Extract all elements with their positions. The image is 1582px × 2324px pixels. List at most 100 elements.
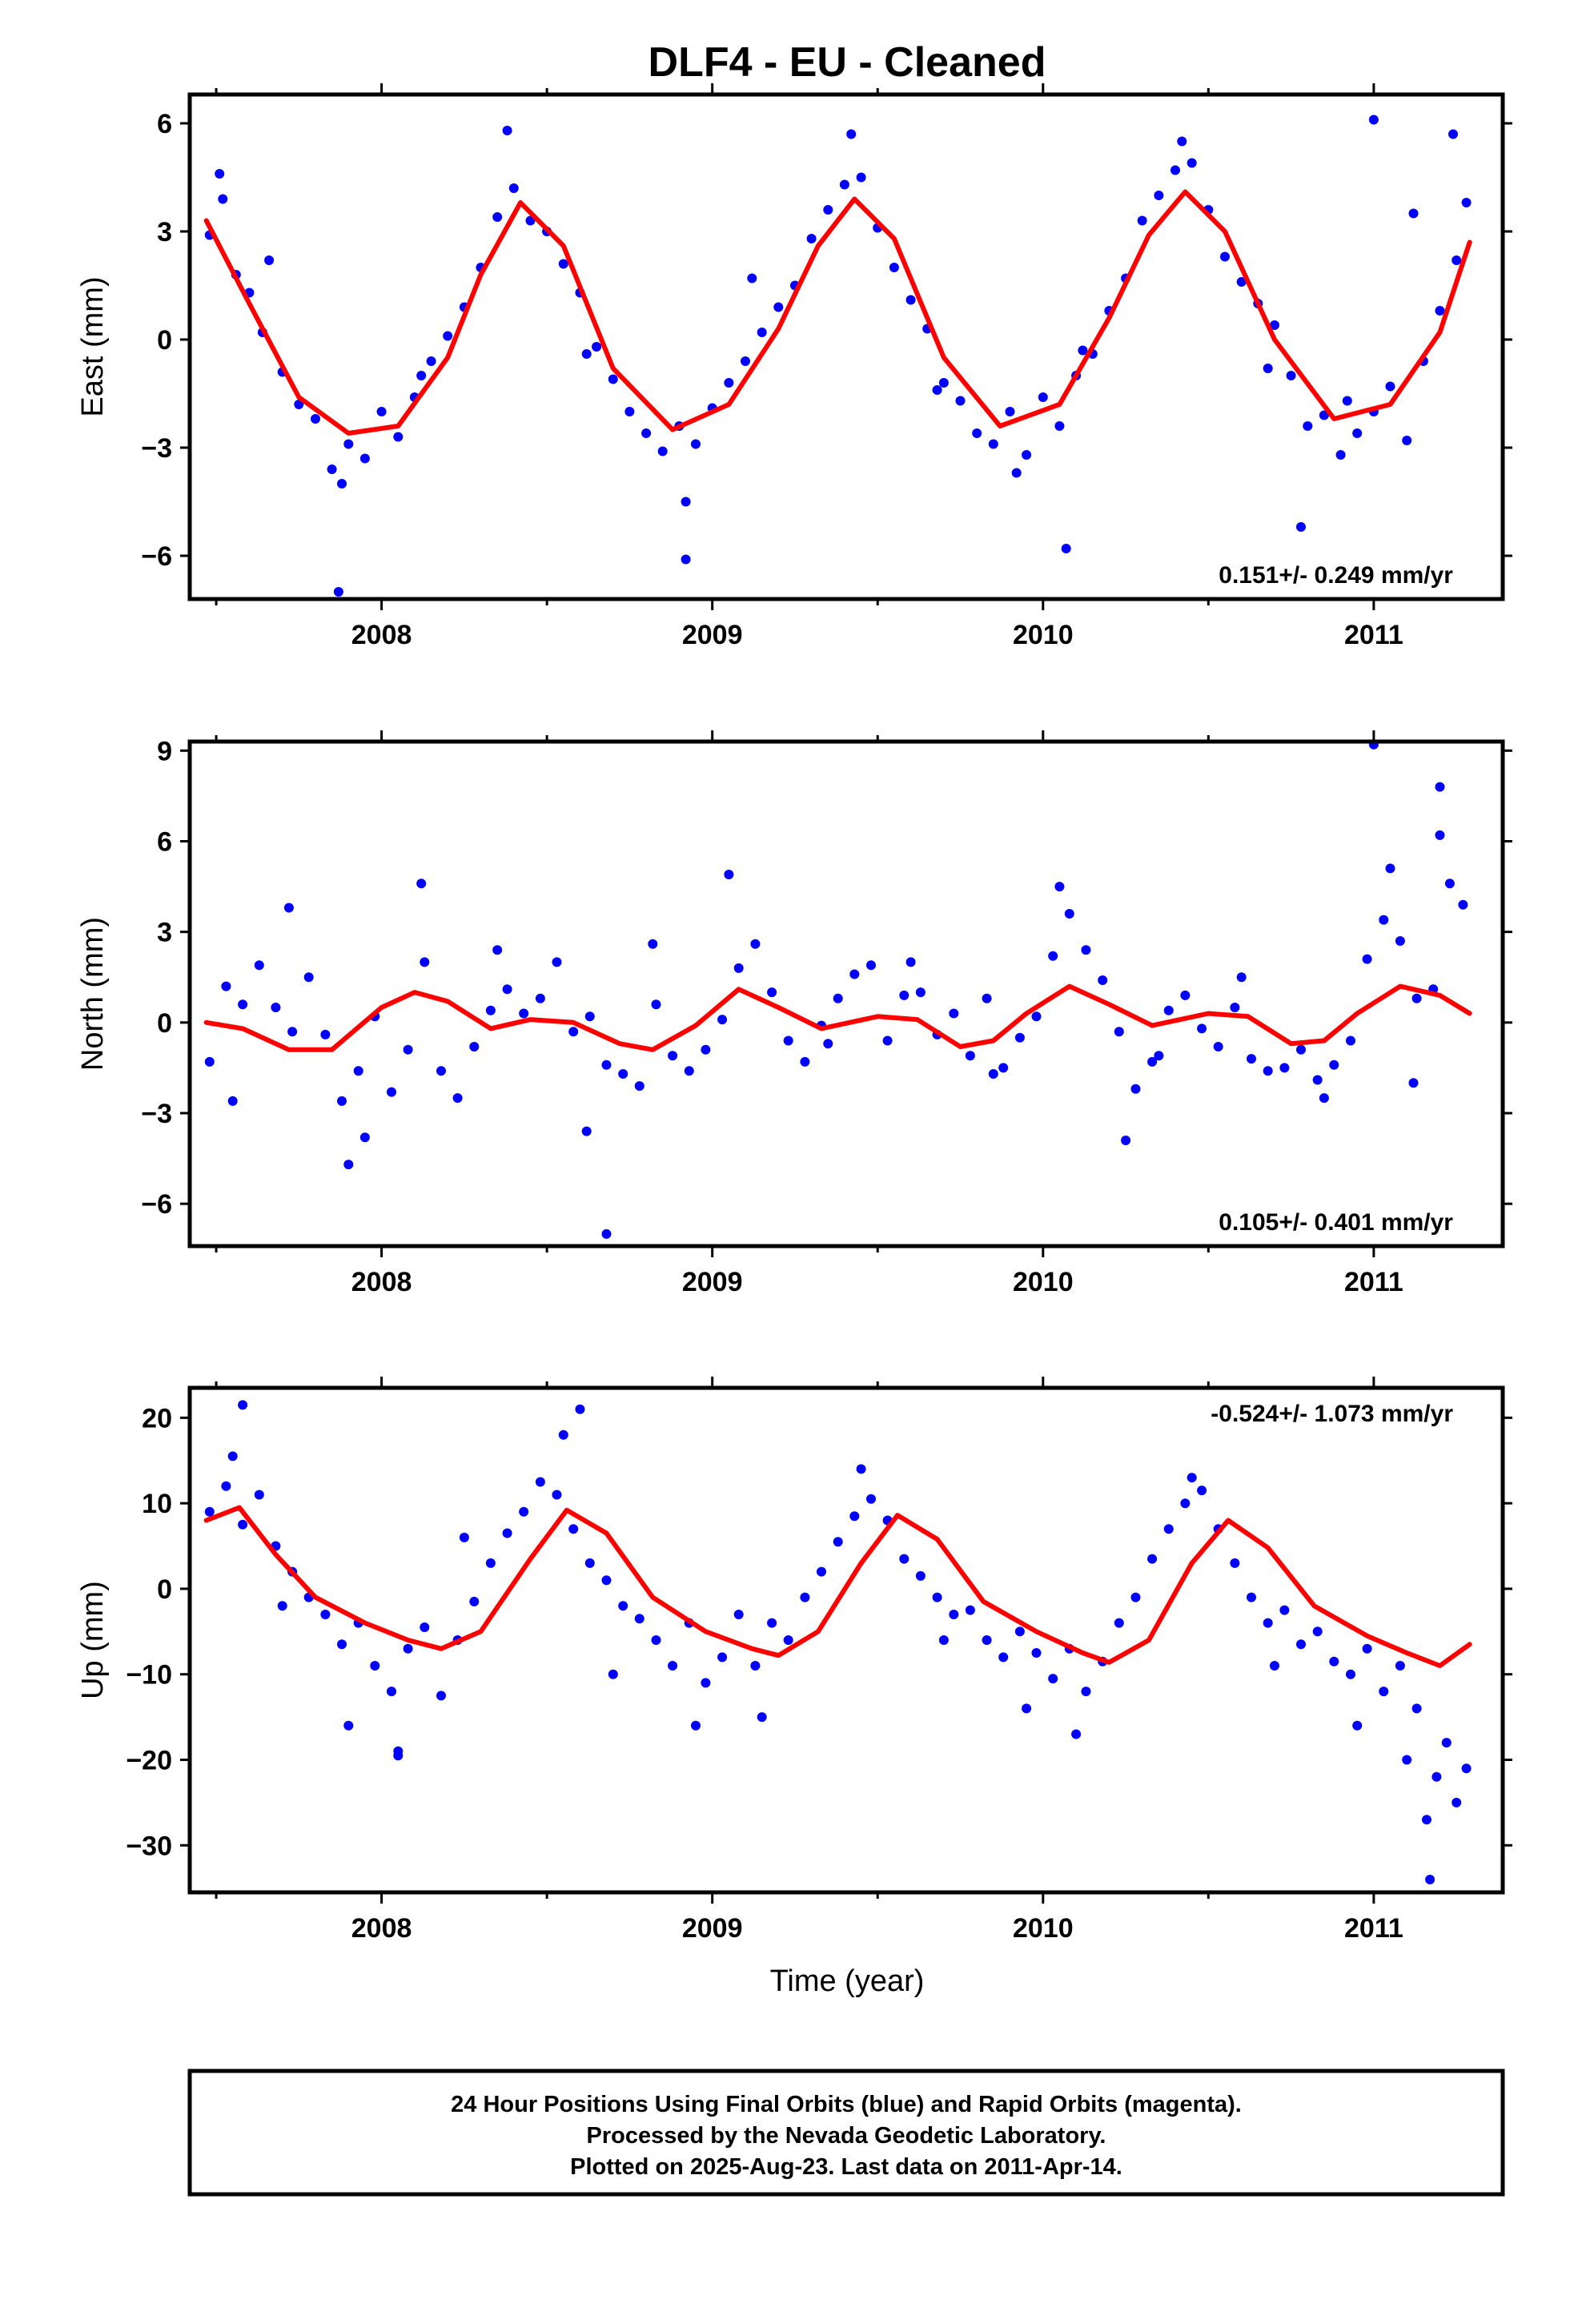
- up-data-point: [1346, 1669, 1355, 1679]
- up-data-point: [459, 1532, 469, 1542]
- up-data-point: [1441, 1738, 1452, 1748]
- north-data-point: [949, 1008, 959, 1019]
- north-data-point: [998, 1063, 1009, 1073]
- up-data-point: [1296, 1639, 1306, 1650]
- north-data-point: [502, 984, 512, 995]
- east-data-point: [938, 378, 949, 388]
- east-x-tick-label: 2009: [682, 620, 743, 650]
- x-axis-label: Time (year): [770, 1964, 925, 1998]
- up-x-tick-label: 2009: [682, 1913, 743, 1944]
- north-data-point: [965, 1051, 975, 1061]
- north-data-point: [353, 1066, 363, 1076]
- up-data-point: [1395, 1661, 1405, 1671]
- up-data-point: [932, 1592, 942, 1602]
- east-data-point: [592, 342, 602, 352]
- north-data-point: [584, 1011, 595, 1022]
- east-y-tick-label: −3: [141, 433, 172, 464]
- east-data-point: [988, 439, 998, 449]
- east-x-tick-label: 2008: [351, 620, 412, 650]
- up-data-point: [1197, 1486, 1207, 1496]
- up-data-point: [938, 1635, 949, 1645]
- north-data-point: [634, 1081, 644, 1092]
- east-data-point: [823, 205, 833, 215]
- north-data-point: [485, 1005, 496, 1015]
- east-data-point: [311, 414, 320, 424]
- east-data-point: [218, 194, 228, 204]
- up-data-point: [1402, 1755, 1412, 1765]
- up-fit-line: [203, 1505, 1472, 1668]
- east-data-point: [624, 407, 635, 416]
- east-points: [204, 115, 1472, 597]
- up-data-point: [1180, 1498, 1191, 1509]
- north-data-point: [283, 903, 294, 913]
- up-data-point: [420, 1622, 430, 1632]
- east-y-tick-label: 3: [157, 217, 172, 247]
- up-data-point: [691, 1720, 701, 1731]
- up-y-tick-label: 0: [157, 1574, 172, 1605]
- east-y-axis-label: East (mm): [76, 276, 110, 416]
- east-y-tick-label: 0: [157, 325, 172, 356]
- east-data-point: [839, 179, 849, 190]
- north-points: [204, 739, 1468, 1239]
- east-data-point: [337, 479, 347, 489]
- up-x-tick-label: 2011: [1344, 1913, 1403, 1944]
- north-data-point: [1230, 1003, 1240, 1012]
- east-data-point: [1011, 468, 1022, 478]
- north-data-point: [535, 993, 545, 1003]
- up-data-point: [575, 1404, 585, 1414]
- east-data-point: [932, 385, 942, 395]
- north-data-point: [601, 1059, 612, 1070]
- north-data-point: [581, 1126, 592, 1136]
- east-data-point: [426, 356, 436, 366]
- east-data-point: [1385, 381, 1395, 392]
- north-data-point: [651, 999, 661, 1010]
- east-data-point: [1177, 136, 1187, 147]
- up-data-point: [949, 1610, 959, 1619]
- east-data-point: [343, 439, 354, 449]
- east-data-point: [1435, 306, 1445, 316]
- east-data-point: [657, 446, 668, 456]
- up-data-point: [403, 1643, 413, 1654]
- north-data-point: [1444, 879, 1455, 889]
- up-data-point: [1452, 1797, 1462, 1807]
- east-data-point: [681, 554, 691, 565]
- east-panel: 6 3 0 −3 −6 2008 2009 2010 2011 East (mm) 0.151+…: [76, 83, 1512, 650]
- north-data-point: [1247, 1054, 1256, 1064]
- north-x-tick-label: 2009: [682, 1267, 743, 1297]
- north-data-point: [492, 945, 503, 955]
- up-data-point: [1312, 1626, 1323, 1637]
- east-data-point: [1352, 428, 1363, 438]
- north-data-point: [1064, 909, 1074, 919]
- north-data-point: [767, 987, 777, 998]
- up-data-point: [750, 1661, 761, 1671]
- north-data-point: [436, 1066, 446, 1076]
- north-data-point: [287, 1027, 298, 1037]
- north-x-tick-label: 2008: [351, 1267, 412, 1297]
- up-data-point: [204, 1506, 215, 1517]
- up-data-point: [608, 1669, 618, 1679]
- east-data-point: [215, 169, 225, 179]
- north-data-point: [1435, 830, 1445, 840]
- north-data-point: [1395, 936, 1405, 946]
- up-data-point: [1362, 1643, 1372, 1654]
- east-data-point: [558, 259, 568, 269]
- east-x-tick-label: 2011: [1344, 620, 1403, 650]
- footer-line-1: 24 Hour Positions Using Final Orbits (bl…: [451, 2092, 1242, 2117]
- north-data-point: [1014, 1032, 1025, 1043]
- north-data-point: [1031, 1011, 1042, 1022]
- north-data-point: [1411, 993, 1422, 1003]
- up-data-point: [1147, 1554, 1158, 1564]
- north-data-point: [982, 993, 992, 1003]
- north-data-point: [750, 939, 761, 949]
- north-data-point: [1296, 1044, 1306, 1055]
- east-data-point: [1054, 421, 1065, 431]
- north-data-point: [1362, 954, 1372, 964]
- east-data-point: [741, 356, 750, 366]
- up-data-point: [833, 1537, 843, 1547]
- up-data-point: [469, 1596, 480, 1606]
- north-data-point: [915, 987, 926, 998]
- up-data-point: [1071, 1729, 1082, 1739]
- footer-line-2: Processed by the Nevada Geodetic Laborat…: [587, 2123, 1106, 2149]
- up-data-point: [535, 1477, 545, 1487]
- north-data-point: [684, 1066, 694, 1076]
